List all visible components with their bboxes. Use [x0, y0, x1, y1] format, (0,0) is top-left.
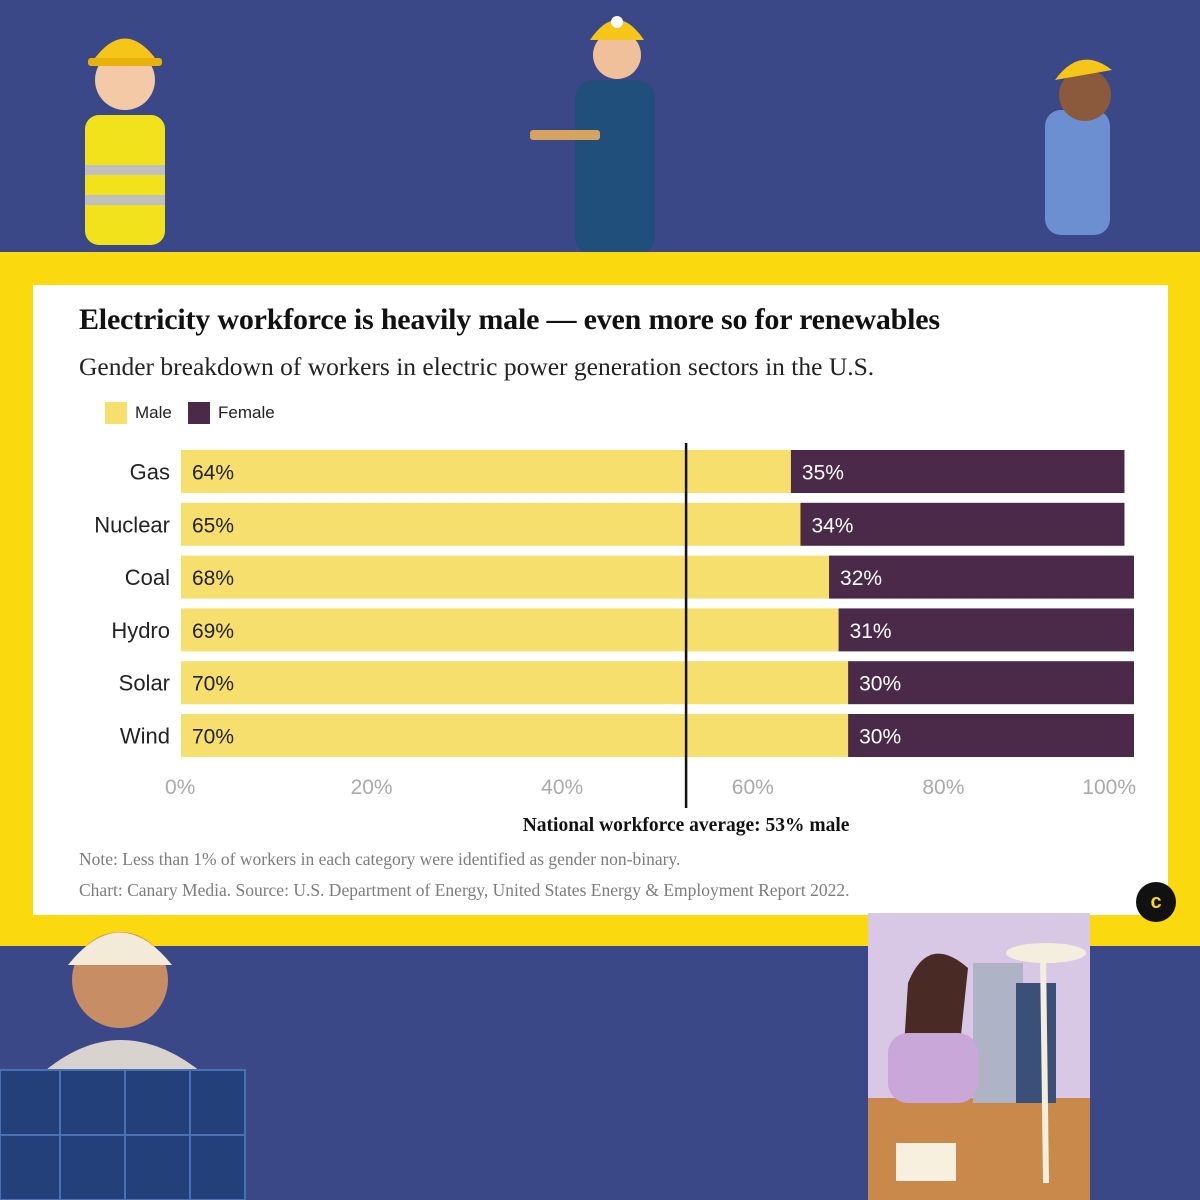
bars — [181, 450, 1134, 757]
worker-illustration-left — [85, 38, 165, 245]
legend-swatch-female — [188, 402, 210, 424]
legend-label-male: Male — [135, 403, 172, 422]
data-label-female-nuclear: 34% — [811, 514, 853, 537]
chart-title: Electricity workforce is heavily male — … — [79, 303, 940, 336]
bar-male-coal — [181, 555, 830, 599]
bar-female-hydro — [838, 608, 1134, 652]
chart-source: Chart: Canary Media. Source: U.S. Depart… — [79, 880, 850, 900]
data-label-female-coal: 32% — [840, 567, 882, 590]
x-tick-label-100: 100% — [1082, 776, 1136, 799]
reference-line-label: National workforce average: 53% male — [523, 815, 850, 836]
category-label-coal: Coal — [125, 565, 170, 590]
office-scene — [868, 913, 1090, 1200]
gridlines — [370, 450, 945, 757]
data-label-female-hydro: 31% — [850, 620, 892, 643]
legend-female: Female — [188, 402, 275, 424]
x-tick-label-60: 60% — [732, 776, 774, 799]
solar-panel-worker-illustration — [0, 932, 246, 1200]
worker-illustration-center — [530, 16, 655, 255]
data-label-female-solar: 30% — [859, 673, 901, 696]
worker-illustration-right — [1045, 59, 1112, 235]
bar-male-nuclear — [181, 502, 801, 546]
bar-male-wind — [181, 714, 849, 757]
bar-male-gas — [181, 450, 791, 493]
data-label-male-gas: 64% — [192, 462, 234, 485]
data-label-male-solar: 70% — [192, 673, 234, 696]
data-label-male-coal: 68% — [192, 567, 234, 590]
reference-line-group: National workforce average: 53% male — [523, 443, 850, 836]
canary-media-logo: c — [1136, 882, 1176, 922]
bar-female-coal — [829, 555, 1134, 599]
top-illustrations — [85, 16, 1112, 255]
data-label-male-hydro: 69% — [192, 620, 234, 643]
chart-subtitle: Gender breakdown of workers in electric … — [79, 352, 875, 381]
chart-card — [33, 285, 1168, 915]
legend-label-female: Female — [218, 403, 275, 422]
bar-male-hydro — [181, 608, 839, 652]
legend-swatch-male — [105, 402, 127, 424]
data-label-female-gas: 35% — [802, 462, 844, 485]
chart-note: Note: Less than 1% of workers in each ca… — [79, 849, 681, 869]
office-worker-illustration — [868, 913, 1090, 1200]
bar-female-wind — [848, 714, 1134, 757]
bar-female-gas — [790, 450, 1125, 493]
x-tick-label-40: 40% — [541, 776, 583, 799]
x-tick-label-20: 20% — [351, 776, 393, 799]
data-label-male-wind: 70% — [192, 726, 234, 749]
legend-male: Male — [105, 402, 172, 424]
x-tick-label-80: 80% — [922, 776, 964, 799]
labels: Gas 64% 35% Nuclear 65% 34% Coal 68% 32% Hydro 69%… — [94, 460, 1136, 800]
category-label-wind: Wind — [120, 724, 170, 749]
logo-letter: c — [1150, 890, 1162, 913]
x-tick-label-0: 0% — [165, 776, 195, 799]
data-label-female-wind: 30% — [859, 726, 901, 749]
category-label-nuclear: Nuclear — [94, 512, 170, 537]
category-label-gas: Gas — [130, 460, 170, 485]
bar-female-nuclear — [800, 502, 1125, 546]
category-label-solar: Solar — [119, 671, 170, 696]
bar-female-solar — [848, 661, 1134, 705]
bar-male-solar — [181, 661, 849, 705]
category-label-hydro: Hydro — [111, 618, 170, 643]
data-label-male-nuclear: 65% — [192, 514, 234, 537]
